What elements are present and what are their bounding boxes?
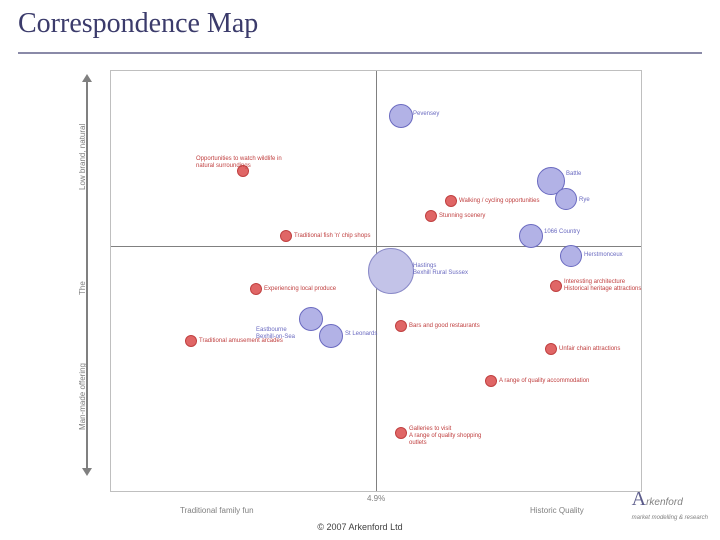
plot-area: Pevensey Battle Rye 1066 Country Herstmonceu…: [110, 70, 642, 492]
bubble: [185, 335, 197, 347]
bubble: [395, 320, 407, 332]
bubble-label: Walking / cycling opportunities: [459, 198, 539, 205]
title-rule: [18, 52, 702, 54]
bubble-label: Traditional fish 'n' chip shops: [294, 233, 370, 240]
bubble-label: Bars and good restaurants: [409, 323, 480, 330]
x-label-left: Traditional family fun: [180, 506, 254, 515]
bubble: [299, 307, 323, 331]
bubble-label: A range of quality accommodation: [499, 378, 589, 385]
slide-title: Correspondence Map: [18, 8, 258, 40]
bubble-label: St Leonards: [345, 331, 377, 338]
y-label-bot: Man-made offering: [78, 363, 87, 430]
slide: Correspondence Map Pevensey Battle Rye 1066…: [0, 0, 720, 540]
bubble-label: Pevensey: [413, 111, 439, 118]
bubble: [560, 245, 582, 267]
bubble: [389, 104, 413, 128]
bubble: [519, 224, 543, 248]
arkenford-logo: Arkenford market modelling & research: [632, 488, 708, 522]
bubble: [319, 324, 343, 348]
bubble-label: Opportunities to watch wildlife innatura…: [196, 156, 282, 170]
copyright: © 2007 Arkenford Ltd: [0, 522, 720, 532]
x-label-right: Historic Quality: [530, 506, 584, 515]
bubble: [445, 195, 457, 207]
bubble-label: Rye: [579, 197, 590, 204]
bubble-label: Interesting architectureHistorical herit…: [564, 279, 641, 293]
logo-tagline: market modelling & research: [632, 515, 708, 521]
bubble-label: Stunning scenery: [439, 213, 485, 220]
bubble: [425, 210, 437, 222]
logo-text: rkenford: [646, 497, 683, 508]
bubble-label: Herstmonceux: [584, 252, 623, 259]
bubble: [550, 280, 562, 292]
x-percent-label: 4.9%: [367, 494, 385, 503]
bubble: [395, 427, 407, 439]
bubble: [555, 188, 577, 210]
bubble-label: Traditional amusement arcades: [199, 338, 283, 345]
bubble-label: Galleries to visitA range of quality sho…: [409, 426, 481, 448]
bubble: [485, 375, 497, 387]
bubble: [368, 248, 414, 294]
bubble: [545, 343, 557, 355]
bubble: [250, 283, 262, 295]
bubble: [280, 230, 292, 242]
correspondence-chart: Pevensey Battle Rye 1066 Country Herstmonceu…: [110, 70, 640, 490]
bubble-label: Unfair chain attractions: [559, 346, 620, 353]
y-label-mid: The: [78, 281, 87, 295]
bubble-label: 1066 Country: [544, 229, 580, 236]
bubble-label: Battle: [566, 171, 581, 178]
bubble-label: HastingsBexhill Rural Sussex: [413, 263, 468, 277]
logo-a: A: [632, 488, 646, 510]
y-label-top: Low brand, natural: [78, 124, 87, 190]
bubble-label: Experiencing local produce: [264, 286, 336, 293]
